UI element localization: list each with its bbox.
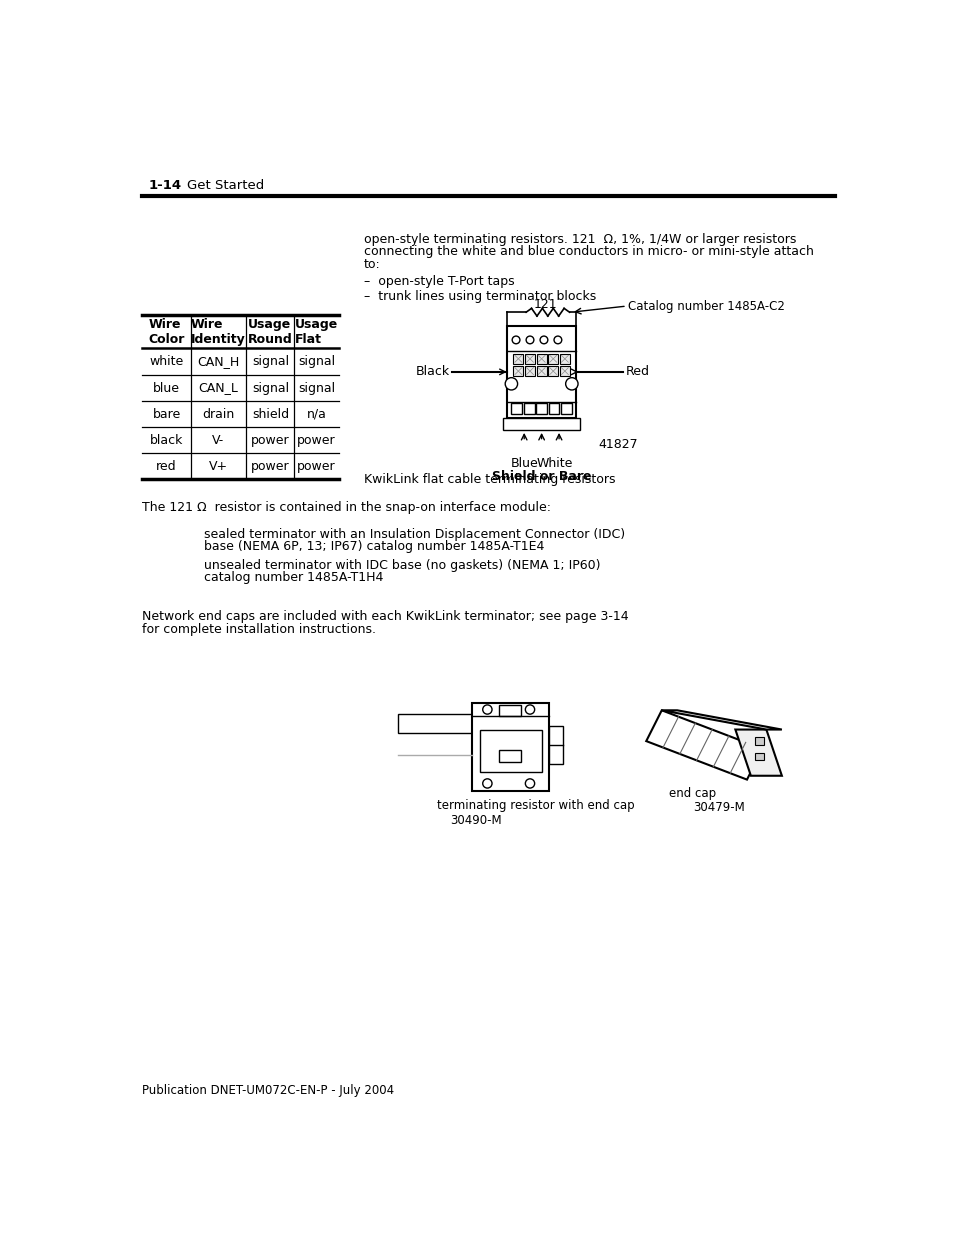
Text: blue: blue [152,382,180,394]
Text: Wire
Color: Wire Color [148,319,185,346]
Text: signal: signal [297,382,335,394]
Bar [513,353,523,364]
Polygon shape [735,730,781,776]
Text: power: power [297,433,335,447]
Text: KwikLink flat cable terminating resistors: KwikLink flat cable terminating resistor… [364,473,615,487]
Text: drain: drain [202,408,234,421]
Bar [548,403,558,414]
Text: catalog number 1485A-T1H4: catalog number 1485A-T1H4 [204,571,383,584]
Text: Network end caps are included with each KwikLink terminator; see page 3-14: Network end caps are included with each … [142,610,628,624]
Bar [498,705,520,716]
Polygon shape [645,710,761,779]
Text: sealed terminator with an Insulation Displacement Connector (IDC): sealed terminator with an Insulation Dis… [204,527,625,541]
Bar [548,366,558,377]
Text: 30490-M: 30490-M [450,814,501,827]
Text: Wire
Identity: Wire Identity [191,319,246,346]
Circle shape [525,705,534,714]
Text: signal: signal [252,382,289,394]
Text: open-style terminating resistors. 121  Ω, 1%, 1/4W or larger resistors: open-style terminating resistors. 121 Ω,… [364,233,796,246]
Text: end cap: end cap [669,787,716,800]
Bar [524,366,535,377]
Text: power: power [251,433,290,447]
Text: unsealed terminator with IDC base (no gaskets) (NEMA 1; IP60): unsealed terminator with IDC base (no ga… [204,558,600,572]
Text: CAN_H: CAN_H [197,356,239,368]
Text: connecting the white and blue conductors in micro- or mini-style attach: connecting the white and blue conductors… [364,246,813,258]
Bar [560,403,571,414]
Text: –  trunk lines using terminator blocks: – trunk lines using terminator blocks [364,290,596,303]
Circle shape [512,336,519,343]
Bar [472,703,549,792]
Text: –  open-style T-Port taps: – open-style T-Port taps [364,275,515,288]
Text: shield: shield [252,408,289,421]
Text: terminating resistor with end cap: terminating resistor with end cap [436,799,634,811]
Text: base (NEMA 6P, 13; IP67) catalog number 1485A-T1E4: base (NEMA 6P, 13; IP67) catalog number … [204,540,544,553]
Text: bare: bare [152,408,180,421]
Bar [549,726,562,764]
Text: Usage
Flat: Usage Flat [294,319,337,346]
Text: 1-14: 1-14 [149,179,182,191]
Circle shape [482,779,492,788]
Circle shape [539,336,547,343]
Text: Red: Red [624,366,649,378]
Text: White: White [536,457,572,471]
Bar [559,366,569,377]
Bar [513,366,523,377]
Text: black: black [150,433,183,447]
Text: power: power [297,461,335,473]
Text: Blue: Blue [510,457,537,471]
Circle shape [525,779,534,788]
Bar [559,353,569,364]
Text: Shield or Bare: Shield or Bare [492,471,591,483]
Text: Usage
Round: Usage Round [248,319,293,346]
Text: 121: 121 [533,299,557,311]
Bar [523,403,534,414]
Text: signal: signal [297,356,335,368]
Bar [502,417,579,430]
Circle shape [525,336,534,343]
Text: Black: Black [416,366,450,378]
Circle shape [505,378,517,390]
Text: Get Started: Get Started [187,179,264,191]
Circle shape [554,336,561,343]
Text: to:: to: [364,258,380,270]
Text: The 121 Ω  resistor is contained in the snap-on interface module:: The 121 Ω resistor is contained in the s… [142,501,551,514]
Bar [548,353,558,364]
Text: V-: V- [213,433,224,447]
Text: n/a: n/a [306,408,326,421]
Bar [506,326,576,417]
Circle shape [482,705,492,714]
Text: red: red [156,461,176,473]
Text: 30479-M: 30479-M [692,802,743,814]
Bar [498,750,520,762]
Bar [536,353,546,364]
Bar [754,737,763,745]
Text: signal: signal [252,356,289,368]
Text: V+: V+ [209,461,228,473]
Text: white: white [150,356,184,368]
Bar [524,353,535,364]
Text: 41827: 41827 [598,437,638,451]
Bar [479,730,541,772]
Text: for complete installation instructions.: for complete installation instructions. [142,622,376,636]
Bar [511,403,521,414]
Bar [536,403,546,414]
Bar [754,752,763,761]
Polygon shape [661,710,781,730]
Text: Catalog number 1485A-C2: Catalog number 1485A-C2 [628,300,784,312]
Text: power: power [251,461,290,473]
Text: Publication DNET-UM072C-EN-P - July 2004: Publication DNET-UM072C-EN-P - July 2004 [142,1084,395,1097]
Bar [397,714,472,734]
Text: CAN_L: CAN_L [198,382,238,394]
Bar [536,366,546,377]
Circle shape [565,378,578,390]
